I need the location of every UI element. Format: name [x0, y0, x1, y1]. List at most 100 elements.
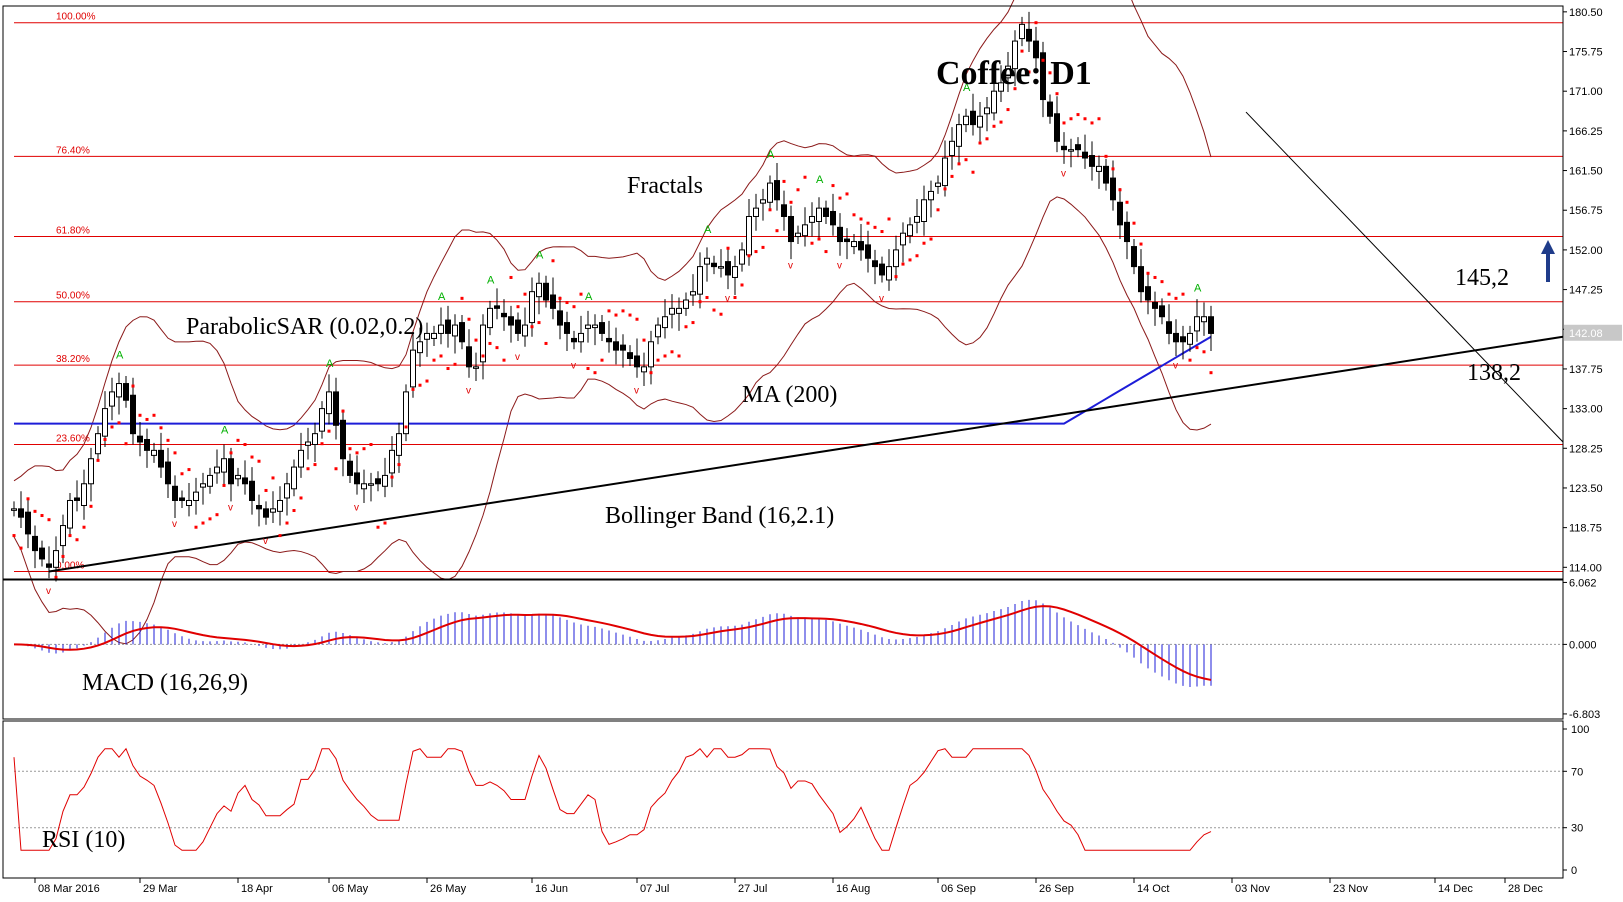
sar-dot	[530, 325, 534, 329]
candle-body	[669, 307, 675, 315]
sar-dot	[341, 409, 345, 413]
fractal-down: v	[571, 361, 576, 372]
sar-dot	[593, 371, 597, 375]
fib-label: 61.80%	[56, 226, 90, 237]
candle-body	[88, 458, 94, 485]
sar-dot	[257, 459, 261, 463]
fractal-down: v	[1173, 361, 1178, 372]
candle-body	[991, 90, 997, 114]
sar-dot	[894, 275, 898, 279]
fractal-down: v	[46, 586, 51, 597]
macd-tick-label: -6.803	[1569, 709, 1600, 721]
fractal-up: A	[1019, 0, 1027, 2]
fractal-down: v	[725, 294, 730, 305]
candle-body	[599, 322, 605, 334]
fractal-up: A	[438, 291, 446, 303]
candle-body	[186, 499, 192, 506]
sar-dot	[229, 451, 233, 455]
sar-dot	[1069, 117, 1073, 121]
date-tick-label: 08 Mar 2016	[38, 883, 100, 895]
fractal-up: A	[585, 291, 593, 303]
candle-body	[438, 324, 444, 334]
date-tick-label: 26 May	[430, 883, 467, 895]
candle-body	[956, 124, 962, 147]
sar-dot	[1006, 108, 1010, 112]
sar-dot	[250, 455, 254, 459]
candle-body	[571, 337, 577, 343]
date-tick-label: 29 Mar	[143, 883, 178, 895]
fractal-up: A	[116, 349, 124, 361]
candle-body	[95, 433, 101, 455]
sar-dot	[110, 425, 114, 429]
candle-body	[1173, 332, 1179, 343]
candle-body	[844, 238, 850, 243]
sar-dot	[1083, 117, 1087, 121]
price-tick-label: 180.50	[1569, 7, 1603, 19]
candle-body	[291, 466, 297, 490]
candle-body	[102, 408, 108, 437]
chart-title: Coffee: D1	[936, 55, 1092, 92]
fib-label: 38.20%	[56, 354, 90, 365]
candle-body	[970, 110, 976, 126]
sar-dot	[166, 438, 170, 442]
sar-dot	[922, 241, 926, 245]
sar-dot	[789, 200, 793, 204]
candle-body	[935, 182, 941, 187]
candle-body	[487, 307, 493, 329]
sar-dot	[467, 317, 471, 321]
sar-dot	[880, 230, 884, 234]
sar-dot	[446, 367, 450, 371]
candle-body	[1131, 246, 1137, 268]
candle-body	[158, 449, 164, 468]
rsi-tick-label: 30	[1571, 823, 1583, 835]
candle-body	[1089, 155, 1095, 167]
sar-dot	[761, 245, 765, 249]
sar-dot	[558, 296, 562, 300]
fractal-up: A	[221, 425, 229, 437]
price-tick-label: 171.00	[1569, 86, 1603, 98]
sar-dot	[47, 518, 51, 522]
date-tick-label: 18 Apr	[241, 883, 273, 895]
sar-dot	[201, 521, 205, 525]
price-tick-label: 118.75	[1569, 523, 1602, 535]
candle-body	[1180, 336, 1186, 343]
sar-dot	[495, 346, 499, 350]
price-tick-label: 161.50	[1569, 166, 1603, 178]
sar-dot	[845, 192, 849, 196]
candle-body	[396, 433, 402, 456]
sar-dot	[82, 525, 86, 529]
candle-body	[739, 249, 745, 265]
candle-body	[340, 419, 346, 460]
sar-dot	[936, 208, 940, 212]
sar-dot	[159, 426, 163, 430]
candle-body	[242, 477, 248, 485]
sar-dot	[866, 221, 870, 225]
price-tick-label: 166.25	[1569, 126, 1603, 138]
sar-dot	[950, 174, 954, 178]
sar-dot	[551, 259, 555, 263]
candle-body	[1152, 302, 1158, 309]
sar-dot	[1034, 21, 1038, 25]
candle-body	[816, 207, 822, 223]
sar-dot	[411, 387, 415, 391]
candle-body	[767, 182, 773, 203]
fib-label: 0.00%	[56, 560, 84, 571]
sar-dot	[670, 350, 674, 354]
candle-body	[39, 547, 45, 560]
candle-body	[466, 346, 472, 368]
sar-dot	[19, 546, 23, 550]
fractal-down: v	[466, 386, 471, 397]
candle-body	[235, 474, 241, 480]
candle-body	[151, 449, 157, 456]
fib-label: 50.00%	[56, 291, 90, 302]
date-tick-label: 06 May	[332, 883, 369, 895]
price-tick-label: 137.75	[1569, 364, 1603, 376]
candle-body	[74, 497, 80, 501]
sar-dot	[390, 475, 394, 479]
sar-dot	[740, 283, 744, 287]
sar-dot	[397, 463, 401, 467]
candle-body	[564, 322, 570, 334]
sar-dot	[677, 354, 681, 358]
fractals-label: Fractals	[627, 173, 703, 199]
